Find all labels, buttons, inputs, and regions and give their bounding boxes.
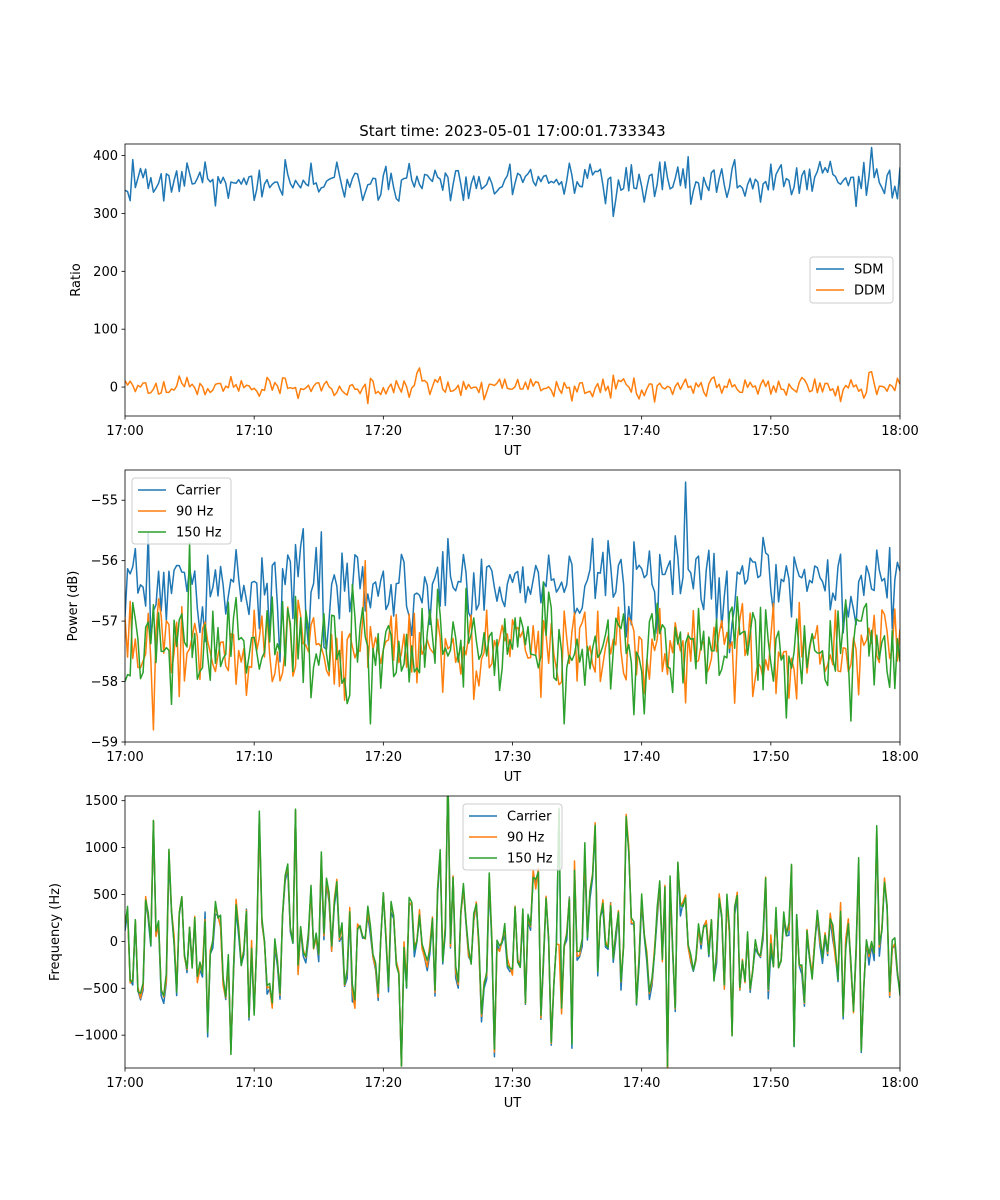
x-axis-label: UT	[504, 770, 522, 785]
x-tick-label: 17:20	[365, 1076, 402, 1091]
series-line-carrier	[125, 481, 900, 663]
x-tick-label: 17:40	[623, 750, 660, 765]
y-tick-label: −59	[91, 736, 118, 751]
y-tick-label: 1000	[85, 841, 118, 856]
series-lines	[125, 796, 900, 1068]
x-tick-label: 17:00	[106, 424, 143, 439]
y-tick-label: 0	[110, 381, 118, 396]
x-tick-label: 17:50	[752, 424, 789, 439]
x-tick-label: 18:00	[881, 1076, 918, 1091]
series-lines	[125, 481, 900, 731]
y-tick-label: −56	[91, 554, 118, 569]
y-tick-label: −1000	[74, 1029, 118, 1044]
x-tick-label: 17:00	[106, 750, 143, 765]
legend-label-sdm: SDM	[854, 263, 883, 278]
y-tick-label: 100	[93, 323, 118, 338]
y-tick-label: −500	[82, 982, 118, 997]
y-tick-label: 400	[93, 149, 118, 164]
series-lines	[125, 146, 900, 405]
chart-panel-2: 17:00 17:10 17:20 17:30 17:40 17:50 18:00 −59 −5…	[66, 469, 919, 785]
y-tick-label: 500	[93, 888, 118, 903]
legend-box	[462, 803, 563, 871]
legend-label-ddm: DDM	[854, 284, 885, 299]
y-tick-label: −57	[91, 615, 118, 630]
x-tick-label: 18:00	[881, 424, 918, 439]
x-tick-label: 17:50	[752, 750, 789, 765]
legend-label-150-hz: 150 Hz	[507, 852, 553, 867]
legend-label-carrier: Carrier	[507, 810, 552, 825]
y-tick-label: 300	[93, 207, 118, 222]
x-tick-label: 17:10	[235, 750, 272, 765]
legend: SDM DDM	[809, 256, 894, 304]
y-axis-label: Power (dB)	[66, 571, 81, 642]
legend-label-90-hz: 90 Hz	[507, 831, 544, 846]
legend-label-90-hz: 90 Hz	[176, 505, 213, 520]
y-tick-label: 0	[110, 935, 118, 950]
y-tick-label: 200	[93, 265, 118, 280]
y-axis-label: Frequency (Hz)	[48, 883, 63, 981]
x-tick-label: 17:00	[106, 1076, 143, 1091]
legend: Carrier 90 Hz 150 Hz	[131, 477, 232, 545]
y-axis-label: Ratio	[69, 263, 84, 296]
x-tick-label: 17:10	[235, 1076, 272, 1091]
x-tick-label: 17:30	[494, 750, 531, 765]
x-tick-label: 17:40	[623, 1076, 660, 1091]
chart-panel-3: 17:00 17:10 17:20 17:30 17:40 17:50 18:00 −1000…	[48, 794, 919, 1111]
series-line-150-hz	[125, 541, 900, 725]
series-line-sdm	[125, 146, 900, 218]
legend-box	[131, 477, 232, 545]
x-tick-label: 17:50	[752, 1076, 789, 1091]
legend: Carrier 90 Hz 150 Hz	[462, 803, 563, 871]
x-tick-label: 17:10	[235, 424, 272, 439]
chart-panel-1: 17:00 17:10 17:20 17:30 17:40 17:50 18:00 0 100 2…	[69, 143, 919, 459]
figure-title: Start time: 2023-05-01 17:00:01.733343	[359, 122, 665, 140]
x-axis-label: UT	[504, 444, 522, 459]
x-tick-label: 17:40	[623, 424, 660, 439]
x-tick-label: 17:20	[365, 750, 402, 765]
series-line-ddm	[125, 367, 900, 405]
x-tick-label: 17:30	[494, 1076, 531, 1091]
x-tick-label: 18:00	[881, 750, 918, 765]
y-tick-label: −58	[91, 675, 118, 690]
y-tick-label: 1500	[85, 794, 118, 809]
x-axis-label: UT	[504, 1096, 522, 1111]
y-tick-label: −55	[91, 494, 118, 509]
series-line-90-hz	[125, 559, 900, 731]
x-tick-label: 17:30	[494, 424, 531, 439]
legend-label-carrier: Carrier	[176, 484, 221, 499]
series-line-150-hz	[125, 796, 900, 1068]
x-tick-label: 17:20	[365, 424, 402, 439]
legend-label-150-hz: 150 Hz	[176, 526, 222, 541]
